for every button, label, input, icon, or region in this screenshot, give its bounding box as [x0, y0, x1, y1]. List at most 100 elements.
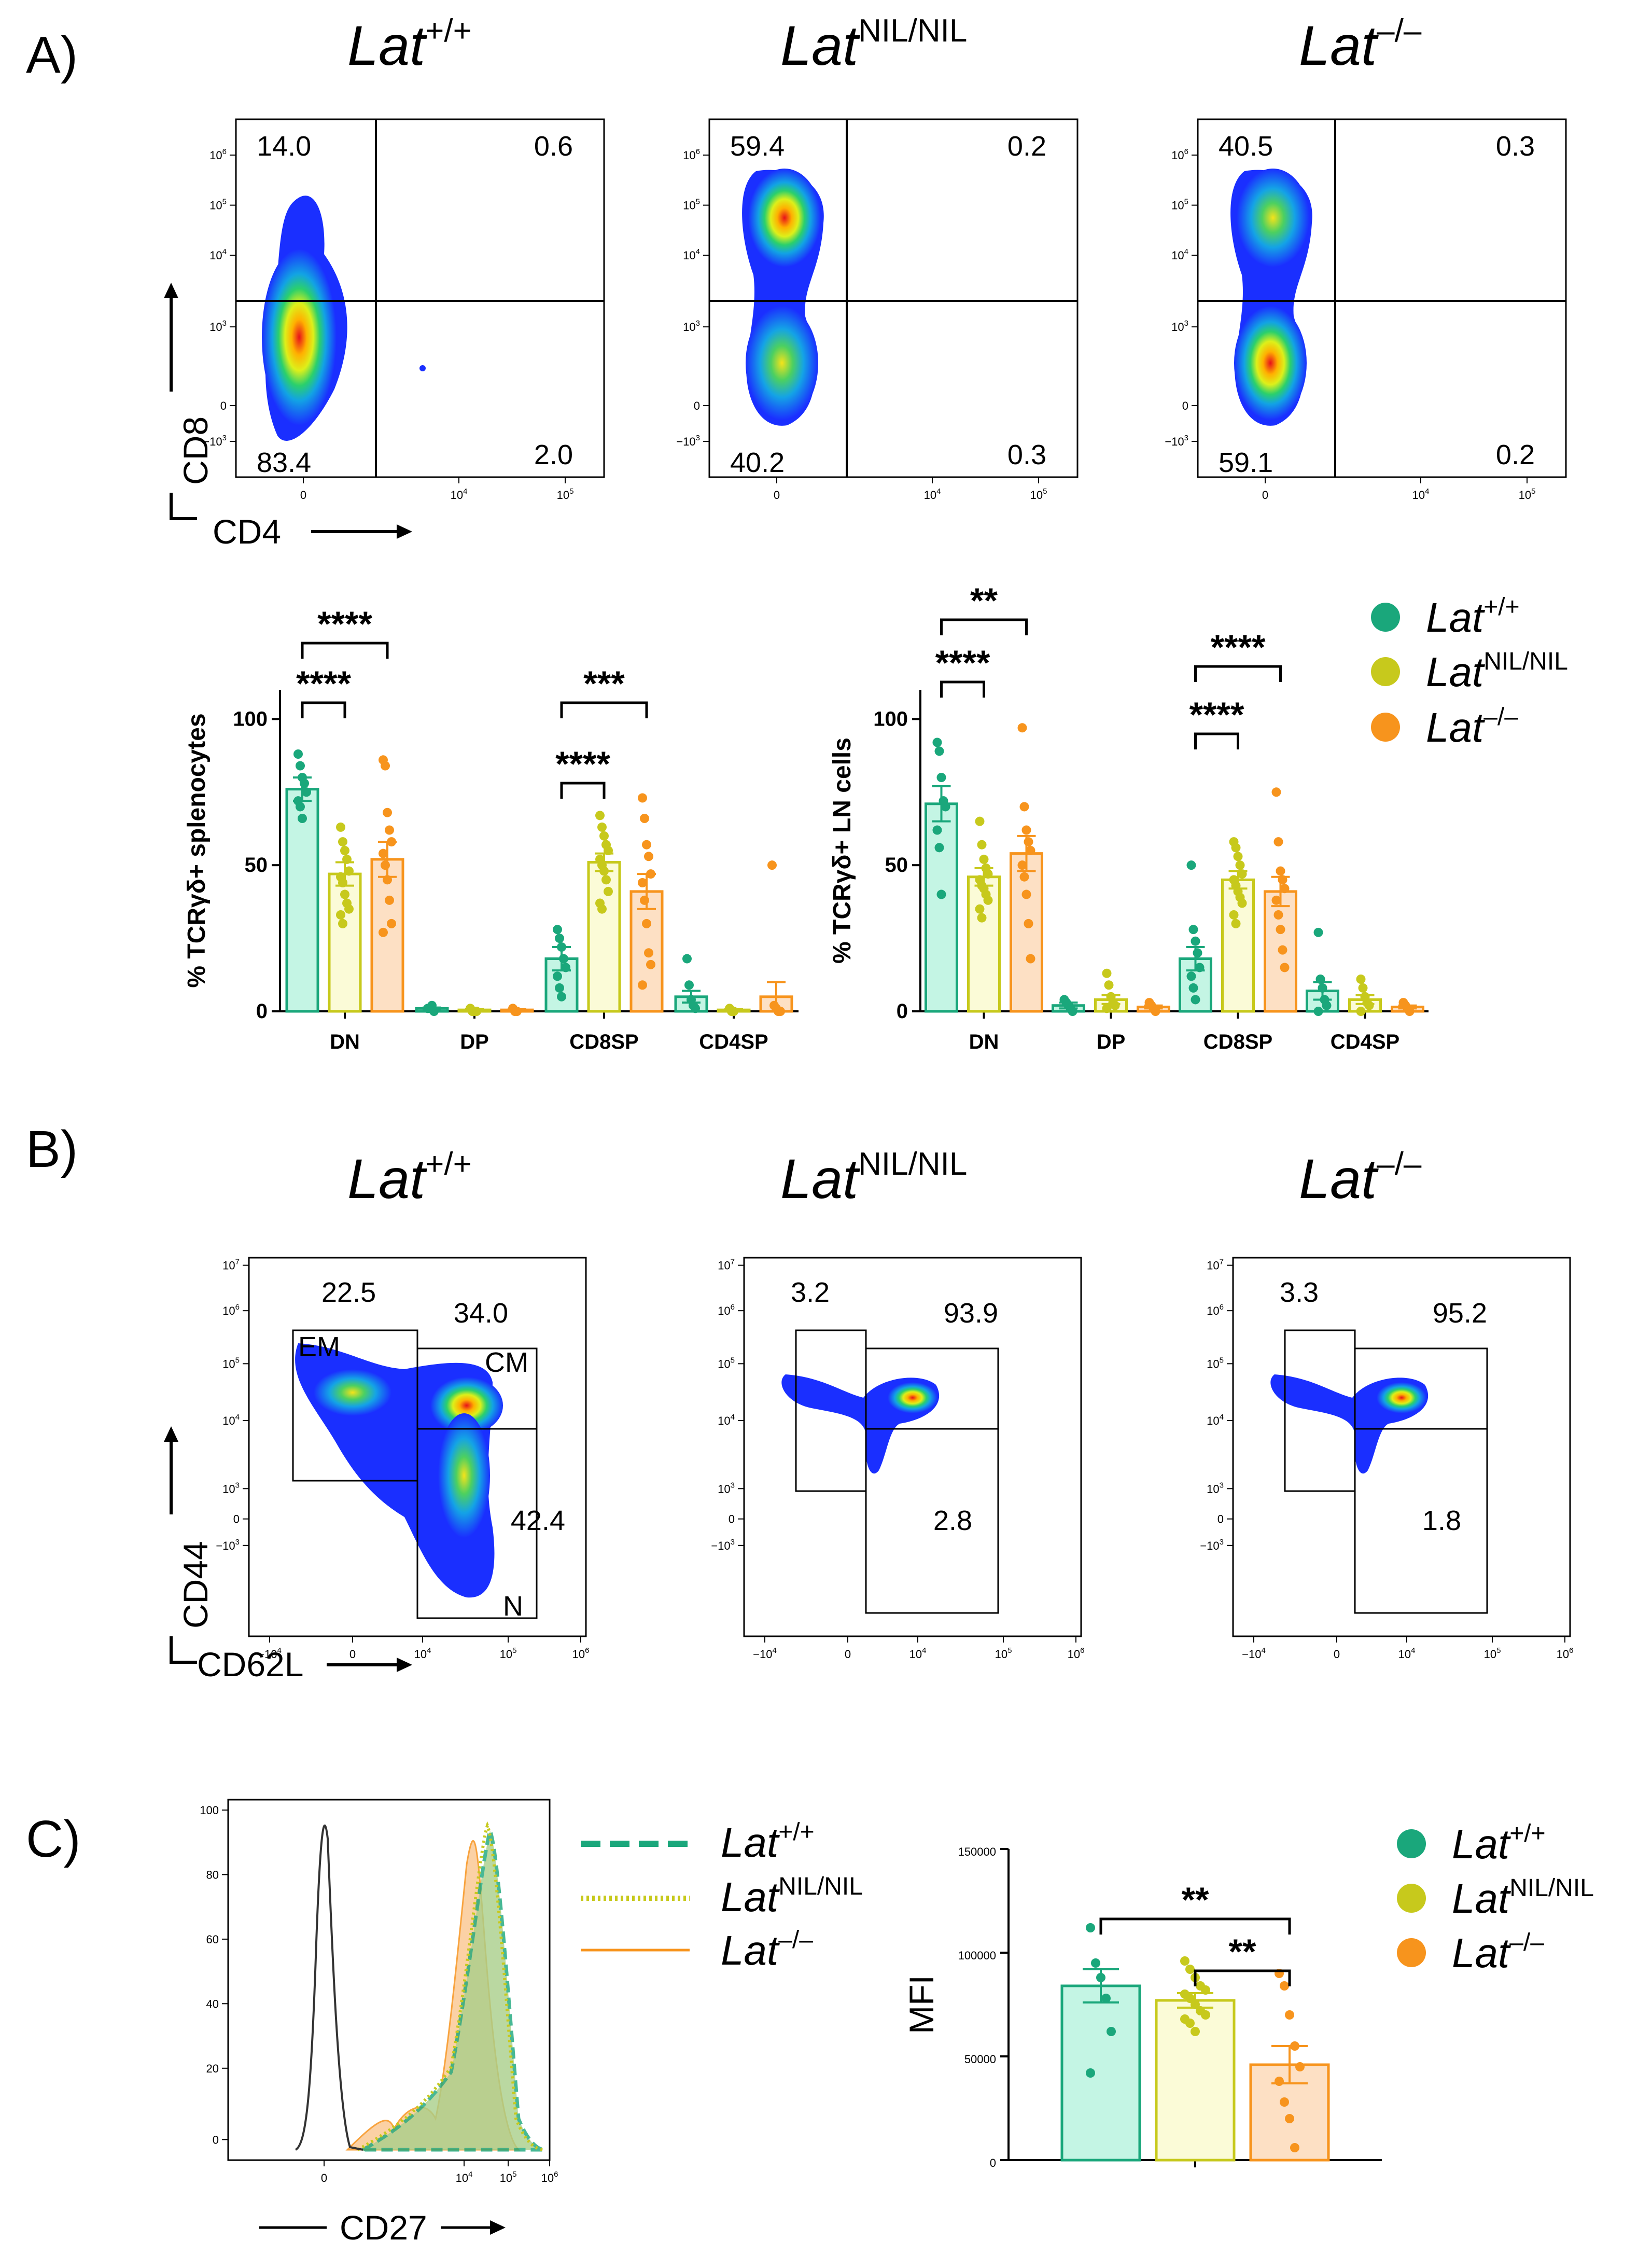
data-point: [640, 895, 649, 905]
quadrant-ul-value: 40.5: [1219, 131, 1273, 162]
panel-label-c: C): [26, 1810, 81, 1868]
significance-bracket: [940, 618, 1028, 635]
data-point: [1278, 875, 1287, 885]
genotype-base: Lat: [1299, 1147, 1379, 1210]
data-point: [1315, 975, 1325, 984]
data-point: [557, 992, 566, 1001]
data-point: [555, 983, 564, 993]
plot-frame: [708, 118, 1079, 478]
y-axis-label: MFI: [902, 1975, 941, 2034]
y-tick-label: 100000: [958, 1949, 996, 1962]
density-blob-lower: [1234, 306, 1307, 420]
data-point: [1285, 2010, 1294, 2020]
y-tick-label: 103: [209, 319, 227, 333]
y-tick-label: 0: [220, 399, 227, 412]
svg-text:Lat–/–: Lat–/–: [1426, 703, 1518, 750]
data-point: [1024, 837, 1033, 847]
x-category-label: CD8SP: [1203, 1031, 1272, 1053]
data-point: [936, 773, 946, 783]
x-tick-label: 105: [1030, 487, 1047, 502]
legend-label-sup: –/–: [1509, 1929, 1544, 1956]
y-tick-label: 106: [222, 1303, 240, 1317]
data-point: [385, 825, 394, 835]
x-tick-label: 0: [321, 2172, 327, 2185]
significance-label: ****: [317, 604, 372, 644]
data-point: [1019, 802, 1029, 812]
data-point: [553, 971, 562, 981]
svg-text:LatNIL/NIL: LatNIL/NIL: [1452, 1874, 1594, 1922]
data-point: [1290, 2041, 1299, 2051]
y-tick-label: 104: [222, 1413, 240, 1427]
gate-cm-value: 34.0: [454, 1298, 508, 1329]
data-point: [300, 778, 309, 788]
data-point: [1191, 2027, 1200, 2036]
svg-text:LatNIL/NIL: LatNIL/NIL: [780, 1146, 967, 1210]
y-tick-label: −103: [711, 1538, 735, 1552]
x-category-label: CD4SP: [699, 1031, 768, 1053]
data-point: [642, 919, 651, 928]
gate-naive: [865, 1428, 999, 1614]
genotype-sup: –/–: [1377, 13, 1422, 49]
data-point: [1313, 927, 1323, 937]
y-tick-label: 103: [1207, 1481, 1224, 1495]
data-point: [1188, 925, 1198, 935]
data-point: [1017, 723, 1027, 733]
data-point: [379, 927, 388, 937]
data-point: [429, 1007, 439, 1016]
legend-label-sup: NIL/NIL: [778, 1873, 863, 1900]
data-point: [344, 904, 354, 914]
significance-label: **: [1229, 1932, 1256, 1971]
density-blob-lower: [746, 306, 818, 420]
genotype-header-a-nil: LatNIL/NIL: [780, 13, 967, 77]
data-point: [1021, 825, 1031, 835]
flow-b-plot-1: 22.5 34.0 42.4 EM CM N 107 106 105 104 103 0 −103 −10…: [216, 1257, 589, 1661]
data-point: [1233, 852, 1243, 861]
x-tick-label: 0: [1262, 489, 1268, 502]
data-point: [387, 837, 396, 847]
y-axis-label: % TCRγδ+ LN cells: [829, 738, 856, 964]
y-tick-label: 50: [245, 854, 268, 876]
data-point: [1356, 975, 1366, 984]
data-point: [1180, 1956, 1189, 1966]
data-point: [1086, 1923, 1095, 1932]
data-point: [597, 822, 607, 832]
y-tick-label: 105: [1207, 1356, 1224, 1370]
y-axis-label: % TCRγδ+ splenocytes: [183, 713, 211, 987]
data-point: [1405, 1007, 1415, 1016]
gate-em-value: 22.5: [321, 1277, 376, 1308]
x-tick-label: −104: [258, 1646, 282, 1661]
flow-b-x-axis-label: CD62L: [197, 1645, 303, 1683]
svg-text:Lat+/+: Lat+/+: [1426, 593, 1520, 641]
gate-em-value: 3.3: [1280, 1277, 1319, 1308]
data-point: [1024, 919, 1033, 928]
y-tick-label: 0: [729, 1513, 735, 1526]
legend-label-sup: +/+: [778, 1818, 814, 1846]
data-point: [1271, 787, 1281, 797]
genotype-base: Lat: [347, 1147, 427, 1210]
x-tick-label: 104: [1398, 1646, 1416, 1661]
data-point: [344, 866, 354, 876]
genotype-sup: NIL/NIL: [858, 13, 967, 49]
y-tick-label: −103: [216, 1538, 240, 1552]
x-tick-label: 106: [541, 2170, 558, 2185]
plot-frame: [248, 1257, 587, 1637]
y-tick-label: 107: [222, 1258, 240, 1272]
data-point: [599, 831, 609, 841]
legend-label-sup: NIL/NIL: [1509, 1874, 1594, 1902]
gate-naive-name: N: [503, 1591, 523, 1622]
data-point: [983, 895, 993, 905]
gate-cm-value: 95.2: [1433, 1298, 1487, 1329]
legend-label-sup: –/–: [778, 1926, 813, 1954]
bar: [587, 861, 621, 1013]
genotype-header-b-ko: Lat–/–: [1299, 1146, 1422, 1210]
legend-label-sup: +/+: [1483, 593, 1519, 621]
y-tick-label: 150000: [958, 1845, 996, 1858]
svg-text:LatNIL/NIL: LatNIL/NIL: [721, 1873, 863, 1920]
data-point: [293, 749, 303, 759]
x-tick-label: 105: [1484, 1646, 1501, 1661]
data-point: [691, 1004, 700, 1013]
x-category-label: DP: [1097, 1031, 1126, 1053]
data-point: [684, 980, 694, 990]
genotype-header-b-nil: LatNIL/NIL: [780, 1146, 967, 1210]
gate-naive-value: 42.4: [511, 1505, 565, 1536]
